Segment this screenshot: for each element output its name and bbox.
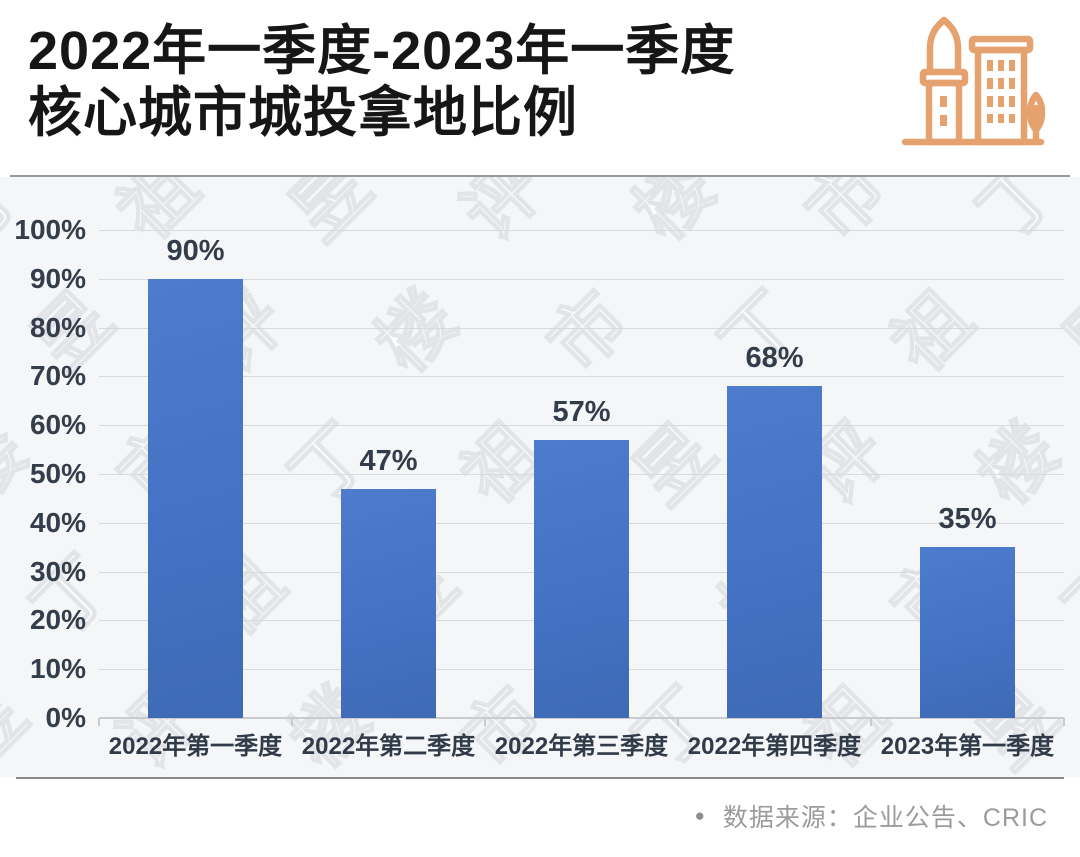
watermark-char: 丁 <box>16 539 129 652</box>
building-windows <box>987 60 1015 123</box>
header-divider <box>10 175 1070 177</box>
dome-outline <box>926 16 962 76</box>
bar <box>341 488 436 718</box>
y-tick-label: 80% <box>29 311 86 343</box>
y-tick-label: 50% <box>29 458 86 489</box>
y-tick-label: 20% <box>29 604 86 636</box>
tower-body <box>925 79 963 146</box>
gridline <box>99 376 1064 378</box>
watermark-char: 楼 <box>618 177 731 256</box>
source-bullet-icon: ● <box>694 806 705 825</box>
y-tick-label: 100% <box>14 214 86 245</box>
x-category-label: 2022年第三季度 <box>494 733 669 760</box>
bar-chart: 丁祖昱评楼市丁昱评楼市丁祖昱楼市丁祖昱评楼丁祖昱评楼市丁昱评楼市丁祖昱 0%10… <box>0 177 1080 777</box>
watermark-char: 丁 <box>962 177 1075 256</box>
bar-value-label: 35% <box>938 503 997 536</box>
bar <box>727 386 822 718</box>
bar <box>534 439 629 718</box>
x-axis-line <box>99 717 1064 719</box>
y-tick-label: 60% <box>29 409 86 441</box>
tower-window-2 <box>940 115 947 126</box>
y-tick-label: 30% <box>29 555 86 587</box>
gridline <box>99 278 1064 280</box>
source-footer: ● 数据来源：企业公告、CRIC <box>695 796 1048 836</box>
buildings-icon <box>901 16 1046 146</box>
source-text: 数据来源：企业公告、CRIC <box>722 804 1048 832</box>
x-tick-mark <box>291 718 293 726</box>
chart-footer-divider <box>16 777 1064 779</box>
bar-value-label: 57% <box>552 395 611 428</box>
bar <box>148 278 243 718</box>
tree-leaf <box>1026 91 1046 134</box>
bar-value-label: 47% <box>359 444 418 477</box>
y-tick-label: 10% <box>29 653 86 685</box>
x-category-label: 2022年第四季度 <box>687 733 862 760</box>
page-title-line1: 2022年一季度-2023年一季度 <box>28 21 736 81</box>
y-tick-label: 90% <box>29 262 86 294</box>
header: 2022年一季度-2023年一季度 核心城市城投拿地比例 <box>0 0 1080 175</box>
gridline <box>99 425 1064 427</box>
watermark-char: 市 <box>790 177 903 256</box>
gridline <box>99 230 1064 231</box>
bar <box>920 547 1015 718</box>
x-tick-mark <box>484 718 486 726</box>
tower-window-1 <box>940 96 947 107</box>
x-tick-mark <box>870 718 872 726</box>
gridline <box>99 327 1064 329</box>
bar-value-label: 90% <box>166 234 225 267</box>
x-tick-mark <box>677 718 679 726</box>
watermark-char: 昱 <box>274 177 387 256</box>
bar-value-label: 68% <box>745 342 804 375</box>
x-category-label: 2023年第一季度 <box>880 733 1055 760</box>
watermark-char: 评 <box>446 177 559 256</box>
page-title-line2: 核心城市城投拿地比例 <box>28 83 578 143</box>
x-tick-mark <box>1063 718 1065 726</box>
y-tick-label: 40% <box>29 506 86 538</box>
y-tick-label: 0% <box>45 702 86 733</box>
y-tick-label: 70% <box>29 360 86 392</box>
x-tick-mark <box>98 718 100 726</box>
watermark-char: 丁 <box>1048 539 1080 652</box>
x-category-label: 2022年第二季度 <box>301 733 476 760</box>
x-category-label: 2022年第一季度 <box>108 733 283 760</box>
page-title: 2022年一季度-2023年一季度 核心城市城投拿地比例 <box>28 20 735 144</box>
